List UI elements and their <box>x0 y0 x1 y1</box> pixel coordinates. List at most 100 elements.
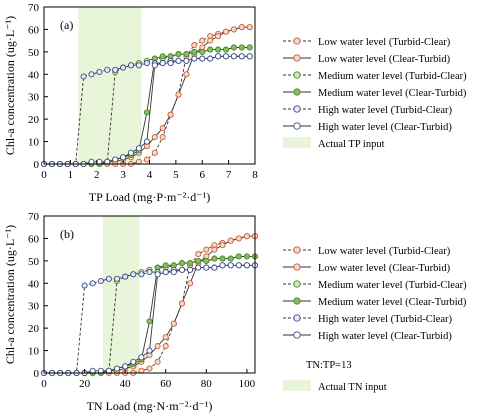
data-point <box>227 255 234 262</box>
legend-marker <box>293 331 301 339</box>
data-point <box>178 266 186 273</box>
legend-label: Low water level (Turbid-Clear) <box>318 246 451 257</box>
y-tick-label: 0 <box>34 368 40 380</box>
data-point <box>146 269 153 276</box>
x-tick-label: 100 <box>239 378 256 390</box>
data-point <box>203 257 210 264</box>
data-point <box>159 134 166 141</box>
data-point <box>175 57 182 64</box>
x-tick-label: 80 <box>201 378 213 390</box>
y-tick-label: 20 <box>28 323 40 335</box>
data-point <box>154 343 161 350</box>
y-tick-label: 10 <box>28 137 40 149</box>
data-point <box>199 55 206 62</box>
x-tick-label: 0 <box>41 378 47 390</box>
y-tick-label: 70 <box>28 211 40 223</box>
x-tick-label: 3 <box>120 169 126 181</box>
y-tick-label: 30 <box>28 301 40 313</box>
data-point <box>120 154 127 161</box>
data-point <box>146 347 153 354</box>
data-point <box>178 300 186 307</box>
data-point <box>199 48 206 55</box>
legend-marker <box>293 37 301 45</box>
legend: Low water level (Turbid-Clear) Low water … <box>283 37 467 150</box>
x-tick-label: 7 <box>226 169 232 181</box>
data-point <box>88 71 95 78</box>
legend-marker <box>293 54 301 62</box>
data-point <box>246 53 253 60</box>
data-point <box>187 260 194 267</box>
x-tick-label: 0 <box>41 169 47 181</box>
y-tick-label: 10 <box>28 346 40 358</box>
data-point <box>183 57 190 64</box>
data-point <box>143 60 150 67</box>
data-point <box>146 365 153 372</box>
data-point <box>178 260 186 267</box>
legend-marker <box>293 105 301 113</box>
data-point <box>187 280 194 287</box>
y-tick-label: 60 <box>28 233 40 245</box>
ratio-annotation: TN:TP=13 <box>306 360 352 371</box>
series-line-4 <box>44 55 250 165</box>
actual-input-band <box>78 7 142 164</box>
data-point <box>235 262 242 269</box>
data-point <box>112 66 119 73</box>
legend-label: High water level (Turbid-Clear) <box>318 105 453 116</box>
y-tick-label: 0 <box>34 159 40 171</box>
x-tick-label: 2 <box>94 169 100 181</box>
panel-label: (b) <box>60 227 74 241</box>
data-point <box>105 275 112 282</box>
data-point <box>120 64 127 71</box>
data-point <box>104 66 111 73</box>
y-tick-label: 70 <box>28 2 40 14</box>
actual-input-band <box>102 216 140 373</box>
data-point <box>230 26 237 33</box>
data-point <box>222 28 230 35</box>
y-tick-label: 40 <box>28 278 40 290</box>
data-point <box>143 156 150 163</box>
x-tick-label: 40 <box>120 378 132 390</box>
data-point <box>195 257 202 264</box>
legend-label: Medium water level (Turbid-Clear) <box>318 280 467 291</box>
chart-panel-b: 0 20 40 60 80 100 0 10 20 30 40 50 60 70 TN Load (mg·N… <box>3 211 467 413</box>
legend-label: Low water level (Clear-Turbid) <box>318 263 451 274</box>
legend-label: Medium water level (Clear-Turbid) <box>318 88 467 99</box>
y-axis-label: Chl-a concentration (ug·L⁻¹) <box>3 16 17 155</box>
legend-label: High water level (Clear-Turbid) <box>318 122 452 133</box>
data-point <box>238 44 245 51</box>
data-point <box>215 33 222 40</box>
data-point <box>135 145 142 152</box>
data-point <box>96 68 103 76</box>
data-point <box>162 343 169 350</box>
x-tick-label: 5 <box>173 169 179 181</box>
legend-band-swatch <box>283 137 311 148</box>
data-point <box>219 262 226 269</box>
data-point <box>143 109 150 116</box>
legend-label: Low water level (Clear-Turbid) <box>318 54 451 65</box>
data-point <box>238 53 245 60</box>
legend-marker <box>293 314 301 322</box>
y-tick-label: 60 <box>28 24 40 36</box>
data-point <box>243 233 250 240</box>
data-point <box>207 55 214 62</box>
chart-panel-a: 0 1 2 3 4 5 6 7 8 0 10 20 30 40 50 60 70 TP Load (mg·P·m⁻… <box>3 2 467 204</box>
data-point <box>183 71 190 78</box>
x-tick-label: 8 <box>252 169 258 181</box>
data-point <box>219 242 226 249</box>
data-point <box>238 24 245 31</box>
data-point <box>80 73 87 80</box>
data-point <box>227 262 234 269</box>
legend-marker <box>293 88 301 96</box>
x-tick-label: 20 <box>79 378 91 390</box>
legend-marker <box>293 280 301 288</box>
legend-label: High water level (Turbid-Clear) <box>318 314 453 325</box>
data-point <box>227 237 234 244</box>
data-point <box>195 264 202 271</box>
data-point <box>130 271 137 278</box>
panel-label: (a) <box>60 18 73 32</box>
data-point <box>162 334 169 341</box>
x-axis-label: TN Load (mg·N·m⁻²·d⁻¹) <box>87 399 213 413</box>
data-point <box>151 134 158 141</box>
data-point <box>146 318 153 325</box>
data-point <box>219 255 226 262</box>
